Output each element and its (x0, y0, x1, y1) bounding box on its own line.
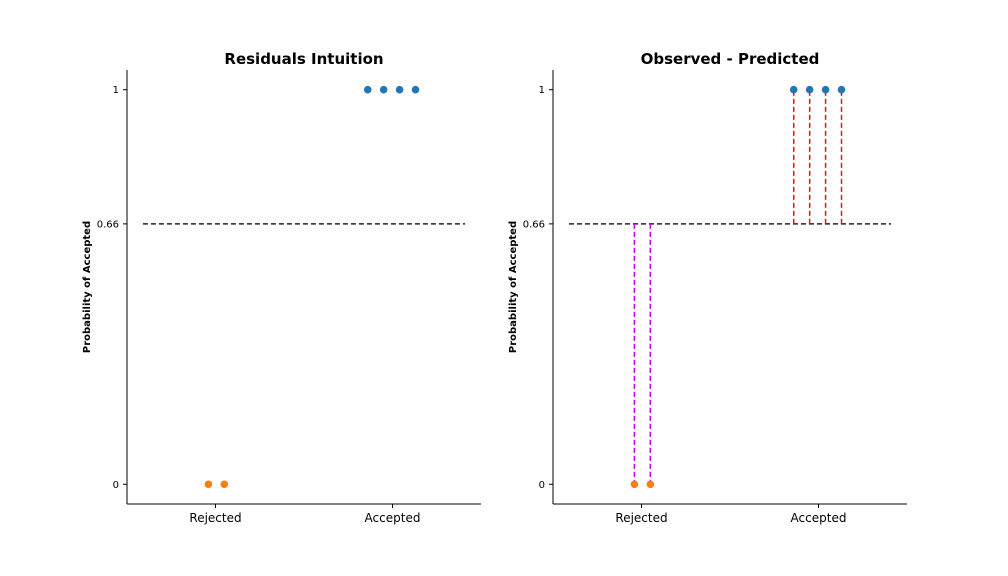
x-tick-label: Accepted (365, 511, 421, 525)
rejected-point (220, 480, 229, 489)
accepted-point (395, 85, 404, 94)
y-tick-label: 0 (539, 480, 545, 491)
y-axis-label: Probability of Accepted (82, 221, 93, 353)
accepted-point (363, 85, 372, 94)
y-tick-label: 0 (113, 480, 119, 491)
y-tick-label: 0.66 (523, 219, 545, 230)
chart-panel-1: Residuals Intuition Probability of Accept… (82, 50, 481, 525)
accepted-point (411, 85, 420, 94)
chart-title: Observed - Predicted (641, 50, 820, 68)
accepted-point (789, 85, 798, 94)
y-tick-label: 1 (539, 85, 545, 96)
accepted-point (821, 85, 830, 94)
chart-panel-2: Observed - Predicted Probability of Accep… (508, 50, 907, 525)
rejected-point (646, 480, 655, 489)
y-tick-label: 0.66 (97, 219, 119, 230)
accepted-point (837, 85, 846, 94)
x-tick-label: Accepted (791, 511, 847, 525)
chart-title: Residuals Intuition (224, 50, 383, 68)
accepted-point (379, 85, 388, 94)
rejected-point (204, 480, 213, 489)
accepted-point (805, 85, 814, 94)
y-tick-label: 1 (113, 85, 119, 96)
y-axis-label: Probability of Accepted (508, 221, 519, 353)
x-tick-label: Rejected (615, 511, 667, 525)
rejected-point (630, 480, 639, 489)
x-tick-label: Rejected (189, 511, 241, 525)
